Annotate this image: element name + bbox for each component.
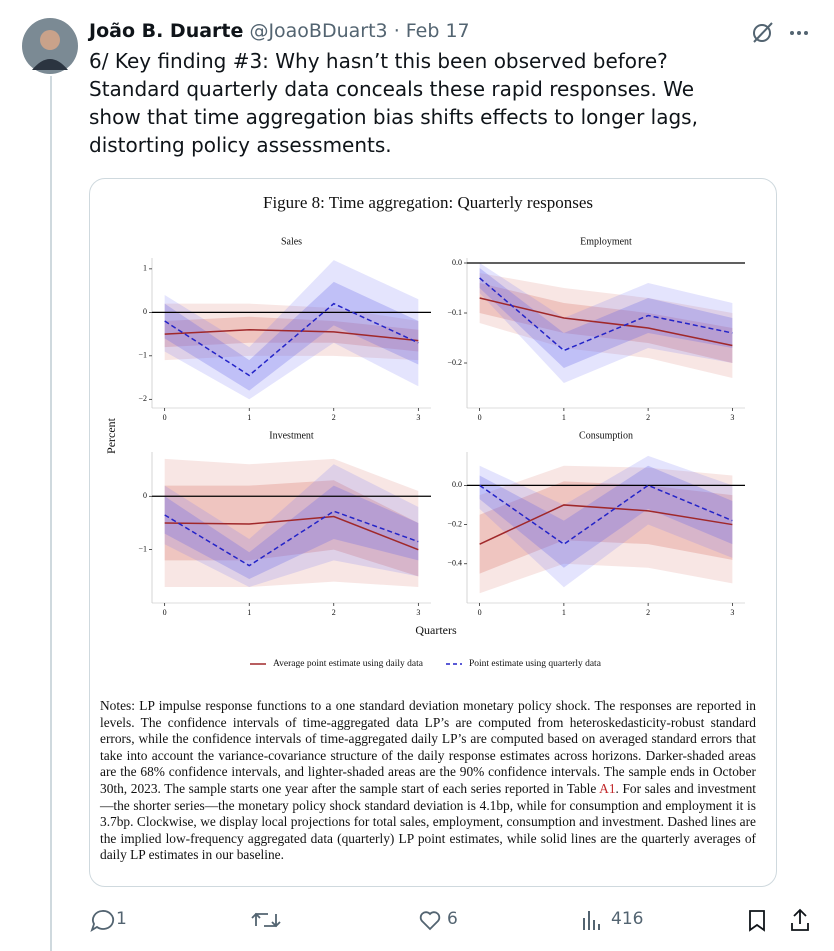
figure-notes: Notes: LP impulse response functions to … — [100, 698, 756, 864]
x-tick-label: 0 — [478, 413, 482, 422]
y-tick-label: −0.2 — [447, 519, 462, 528]
confidence-band — [164, 303, 419, 361]
confidence-band — [164, 464, 419, 587]
confidence-band — [479, 481, 733, 574]
y-tick-label: −0.4 — [447, 559, 462, 568]
panel-title: Sales — [281, 236, 302, 247]
media-card[interactable] — [89, 178, 777, 887]
tweet-header: João B. Duarte @JoaoBDuart3 · Feb 17 — [89, 20, 470, 42]
confidence-band — [164, 281, 419, 391]
y-tick-label: −0.1 — [447, 308, 462, 317]
bookmark-icon[interactable] — [749, 910, 765, 932]
x-axis-label: Quarters — [415, 623, 457, 637]
y-tick-label: 0 — [143, 307, 147, 316]
series-line — [479, 277, 733, 352]
more-icon[interactable] — [790, 31, 808, 35]
series-line — [164, 302, 419, 377]
notes-text: Notes: LP impulse response functions to … — [100, 698, 756, 796]
legend-label: Average point estimate using daily data — [273, 659, 424, 669]
y-tick-label: 0.0 — [452, 258, 462, 267]
y-tick-label: −0.2 — [447, 358, 462, 367]
confidence-band — [479, 273, 733, 378]
panel-title: Employment — [580, 236, 632, 247]
date[interactable]: Feb 17 — [405, 20, 470, 42]
confidence-band — [479, 455, 733, 588]
x-tick-label: 3 — [416, 608, 420, 617]
series-line — [479, 297, 733, 347]
x-tick-label: 0 — [163, 608, 167, 617]
handle[interactable]: @JoaoBDuart3 — [249, 20, 388, 42]
x-tick-label: 2 — [646, 413, 650, 422]
x-tick-label: 3 — [730, 608, 734, 617]
confidence-band — [479, 268, 733, 368]
y-tick-label: 0 — [143, 491, 147, 500]
y-tick-label: −1 — [138, 351, 147, 360]
figure-title: Figure 8: Time aggregation: Quarterly re… — [263, 193, 593, 212]
y-tick-label: −1 — [138, 544, 147, 553]
x-tick-label: 0 — [163, 413, 167, 422]
confidence-band — [479, 465, 733, 594]
like-icon[interactable] — [419, 911, 441, 931]
x-tick-label: 2 — [332, 413, 336, 422]
confidence-band — [164, 260, 419, 400]
confidence-band — [164, 316, 419, 352]
series-line — [164, 510, 419, 567]
separator: · — [393, 20, 400, 42]
like-count[interactable]: 6 — [447, 909, 458, 929]
x-tick-label: 1 — [247, 413, 251, 422]
x-tick-label: 1 — [562, 608, 566, 617]
grok-icon[interactable] — [753, 22, 773, 43]
confidence-band — [164, 458, 419, 587]
series-line — [164, 515, 419, 551]
tweet-text: 6/ Key finding #3: Why hasn’t this been … — [89, 49, 698, 157]
top-icons — [753, 22, 808, 43]
action-icons — [90, 908, 809, 933]
views-icon[interactable] — [583, 911, 600, 930]
series-line — [164, 328, 419, 342]
confidence-band — [164, 485, 419, 579]
author-name[interactable]: João B. Duarte — [89, 20, 244, 42]
panel-title: Consumption — [579, 430, 633, 441]
series-line — [479, 484, 733, 546]
reply-count[interactable]: 1 — [116, 909, 127, 929]
x-tick-label: 0 — [478, 608, 482, 617]
reply-icon[interactable] — [90, 910, 115, 933]
x-tick-label: 1 — [247, 608, 251, 617]
x-tick-label: 3 — [730, 413, 734, 422]
y-tick-label: −2 — [138, 394, 147, 403]
series-line — [479, 504, 733, 545]
thread-line — [50, 76, 52, 951]
avatar[interactable] — [22, 18, 78, 74]
y-tick-label: 1 — [143, 264, 147, 273]
confidence-band — [479, 465, 733, 568]
legend-label: Point estimate using quarterly data — [469, 659, 602, 669]
notes-text: . For sales and investment—the shorter s… — [100, 780, 756, 863]
share-icon[interactable] — [791, 908, 809, 931]
panel-title: Investment — [269, 430, 314, 441]
view-count[interactable]: 416 — [611, 909, 644, 929]
y-tick-label: 0.0 — [452, 480, 462, 489]
figure: Figure 8: Time aggregation: Quarterly re… — [104, 193, 745, 669]
y-axis-label: Percent — [104, 417, 118, 454]
retweet-icon[interactable] — [251, 912, 281, 928]
table-ref[interactable]: A1 — [599, 780, 616, 796]
x-tick-label: 1 — [562, 413, 566, 422]
x-tick-label: 2 — [646, 608, 650, 617]
x-tick-label: 2 — [332, 608, 336, 617]
x-tick-label: 3 — [416, 413, 420, 422]
